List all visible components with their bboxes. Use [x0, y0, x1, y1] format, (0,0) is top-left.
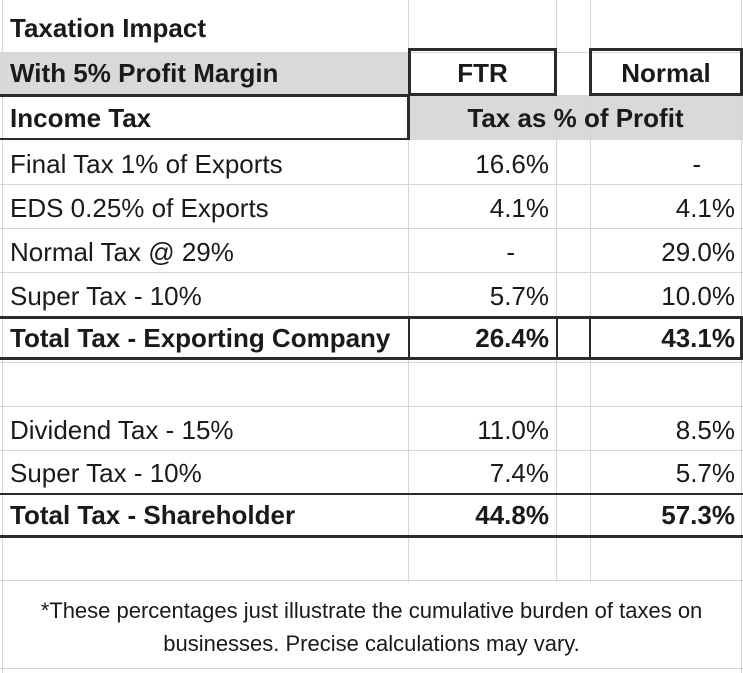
- section-label-income-tax: Income Tax: [10, 102, 152, 133]
- row-label: EDS 0.25% of Exports: [10, 192, 269, 223]
- gridline: [0, 580, 743, 581]
- gridline: [0, 450, 743, 451]
- normal-value: 29.0%: [661, 236, 735, 267]
- ftr-value: 7.4%: [489, 457, 549, 488]
- subtitle-row-shading: [0, 52, 408, 95]
- border-line: [407, 94, 410, 140]
- normal-value: 5.7%: [675, 457, 735, 488]
- normal-value: 4.1%: [675, 192, 735, 223]
- normal-value: 43.1%: [661, 322, 735, 353]
- footnote: *These percentages just illustrate the c…: [40, 598, 703, 656]
- gridline: [0, 228, 743, 229]
- value-header: Tax as % of Profit: [467, 102, 684, 133]
- table-subtitle: With 5% Profit Margin: [10, 58, 279, 88]
- border-line: [0, 357, 743, 360]
- border-line: [408, 316, 410, 360]
- ftr-value: 5.7%: [489, 280, 549, 311]
- border-line: [0, 535, 743, 538]
- row-label: Final Tax 1% of Exports: [10, 148, 283, 179]
- normal-value: 57.3%: [661, 499, 735, 530]
- gridline: [0, 52, 743, 53]
- row-label: Total Tax - Exporting Company: [10, 322, 391, 353]
- header-row-shading: [408, 95, 743, 140]
- gridline: [590, 0, 591, 582]
- gridline: [0, 362, 743, 363]
- ftr-header-box: [408, 48, 557, 96]
- ftr-value: -: [506, 236, 515, 267]
- ftr-value: 16.6%: [475, 148, 549, 179]
- border-line: [0, 316, 743, 319]
- normal-value: -: [692, 148, 701, 179]
- row-label: Super Tax - 10%: [10, 457, 202, 488]
- ftr-value: 11.0%: [477, 414, 549, 445]
- gridline: [0, 272, 743, 273]
- border-line: [556, 316, 558, 360]
- normal-header-box: [589, 48, 743, 96]
- gridline: [0, 184, 743, 185]
- row-label: Total Tax - Shareholder: [10, 499, 296, 530]
- gridline: [2, 0, 3, 673]
- gridline: [408, 0, 409, 582]
- row-label: Super Tax - 10%: [10, 280, 202, 311]
- normal-value: 10.0%: [661, 280, 735, 311]
- gridline: [0, 668, 743, 669]
- border-line: [0, 138, 410, 140]
- border-line: [740, 316, 743, 360]
- gridline: [556, 0, 557, 582]
- normal-value: 8.5%: [675, 414, 735, 445]
- row-label: Normal Tax @ 29%: [10, 236, 234, 267]
- column-header-normal: Normal: [621, 58, 711, 88]
- column-header-ftr: FTR: [457, 58, 508, 88]
- gridline: [0, 406, 743, 407]
- ftr-value: 26.4%: [475, 322, 549, 353]
- border-line: [0, 493, 743, 495]
- row-label: Dividend Tax - 15%: [10, 414, 234, 445]
- border-line: [589, 316, 591, 360]
- ftr-value: 44.8%: [475, 499, 549, 530]
- ftr-value: 4.1%: [489, 192, 549, 223]
- table-title: Taxation Impact: [10, 12, 207, 43]
- border-line: [0, 94, 410, 97]
